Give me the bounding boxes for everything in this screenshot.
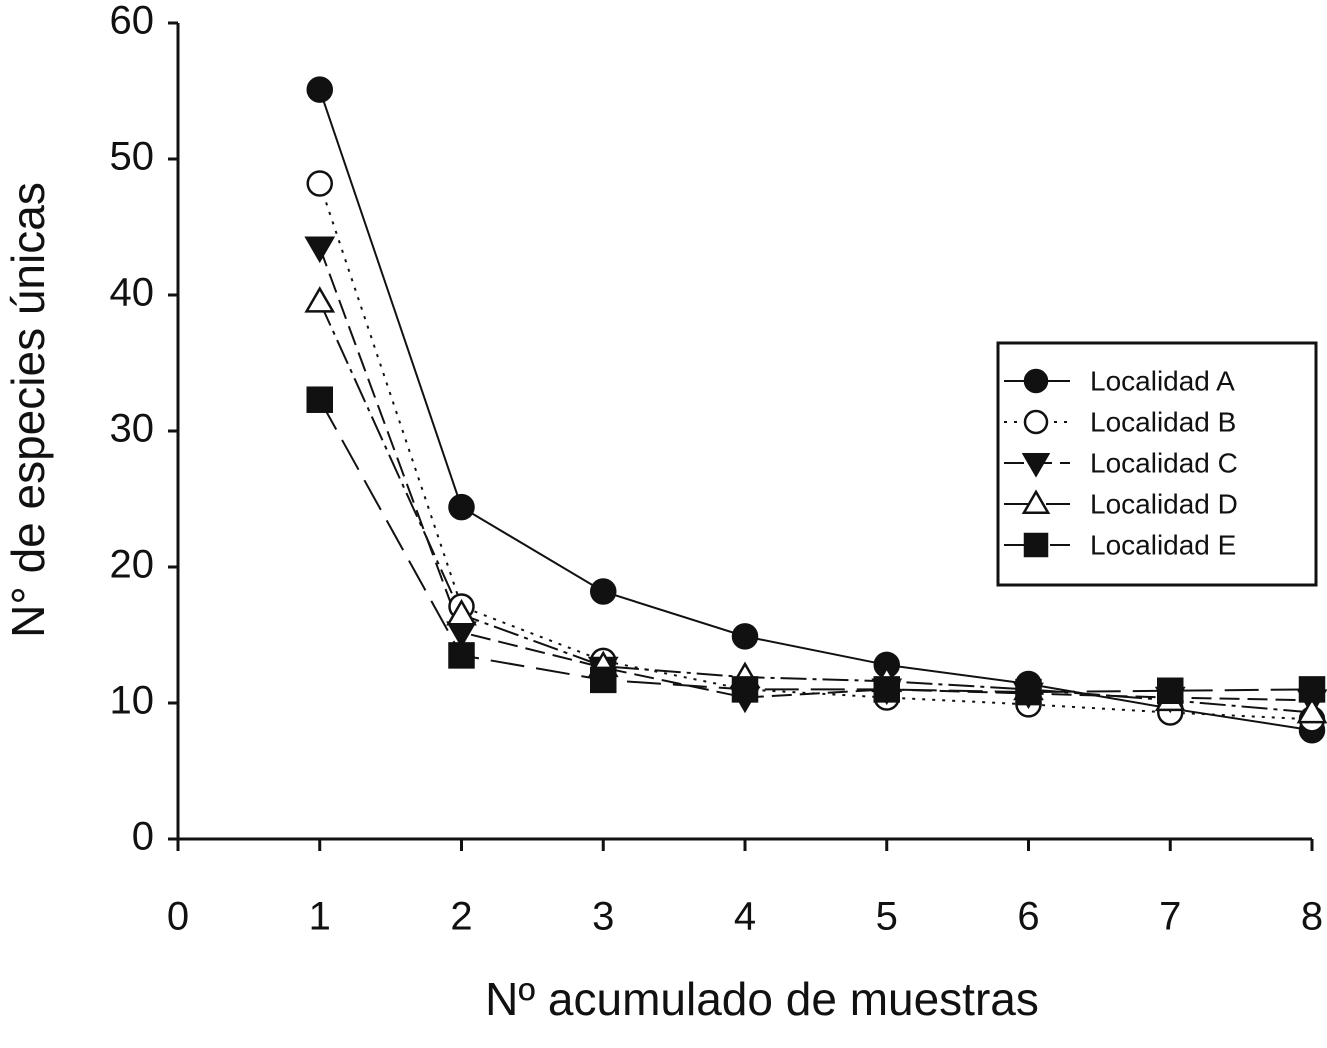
x-tick-label: 0 [167, 895, 189, 939]
x-tick-label: 7 [1159, 895, 1181, 939]
x-tick-label: 5 [876, 895, 898, 939]
marker [1023, 409, 1049, 435]
series-line [318, 183, 1313, 721]
y-tick-label: 10 [110, 679, 155, 723]
marker [1023, 368, 1049, 394]
marker [448, 493, 475, 521]
marker [731, 676, 759, 703]
marker [306, 76, 333, 103]
y-tick-label: 40 [110, 271, 155, 315]
marker [446, 621, 477, 648]
marker [1023, 532, 1049, 558]
marker [306, 386, 333, 413]
x-tick-label: 3 [592, 895, 614, 939]
legend-label: Localidad A [1090, 365, 1235, 396]
marker [446, 598, 477, 626]
legend-label: Localidad D [1090, 488, 1238, 519]
marker [873, 676, 900, 703]
marker [306, 170, 333, 197]
marker [1157, 677, 1184, 705]
y-tick-label: 20 [110, 543, 155, 587]
y-tick-label: 60 [110, 0, 155, 43]
x-tick-label: 6 [1017, 895, 1039, 939]
x-tick-label: 1 [309, 895, 331, 939]
legend-label: Localidad C [1090, 447, 1238, 478]
marker [590, 666, 617, 694]
y-tick-label: 50 [110, 135, 155, 179]
series-line [318, 89, 1313, 732]
marker [590, 578, 617, 605]
marker [448, 642, 475, 669]
x-tick-label: 2 [450, 895, 472, 939]
series-line [318, 399, 1313, 694]
x-tick-label: 4 [734, 895, 756, 939]
y-tick-label: 0 [132, 815, 154, 859]
marker [1021, 489, 1051, 515]
marker [1296, 696, 1327, 724]
legend-label: Localidad B [1090, 406, 1236, 437]
marker [1015, 678, 1042, 706]
x-tick-label: 8 [1301, 895, 1323, 939]
marker [304, 286, 336, 313]
x-axis-title: Nº acumulado de muestras [485, 973, 1039, 1025]
y-tick-label: 30 [110, 407, 155, 451]
marker [304, 236, 336, 264]
y-axis-title: N° de especies únicas [2, 182, 54, 638]
marker [1298, 676, 1326, 703]
marker [1021, 452, 1051, 478]
marker [731, 623, 759, 650]
series-line [318, 301, 1313, 714]
series-line [318, 247, 1313, 702]
legend-label: Localidad E [1090, 529, 1236, 560]
